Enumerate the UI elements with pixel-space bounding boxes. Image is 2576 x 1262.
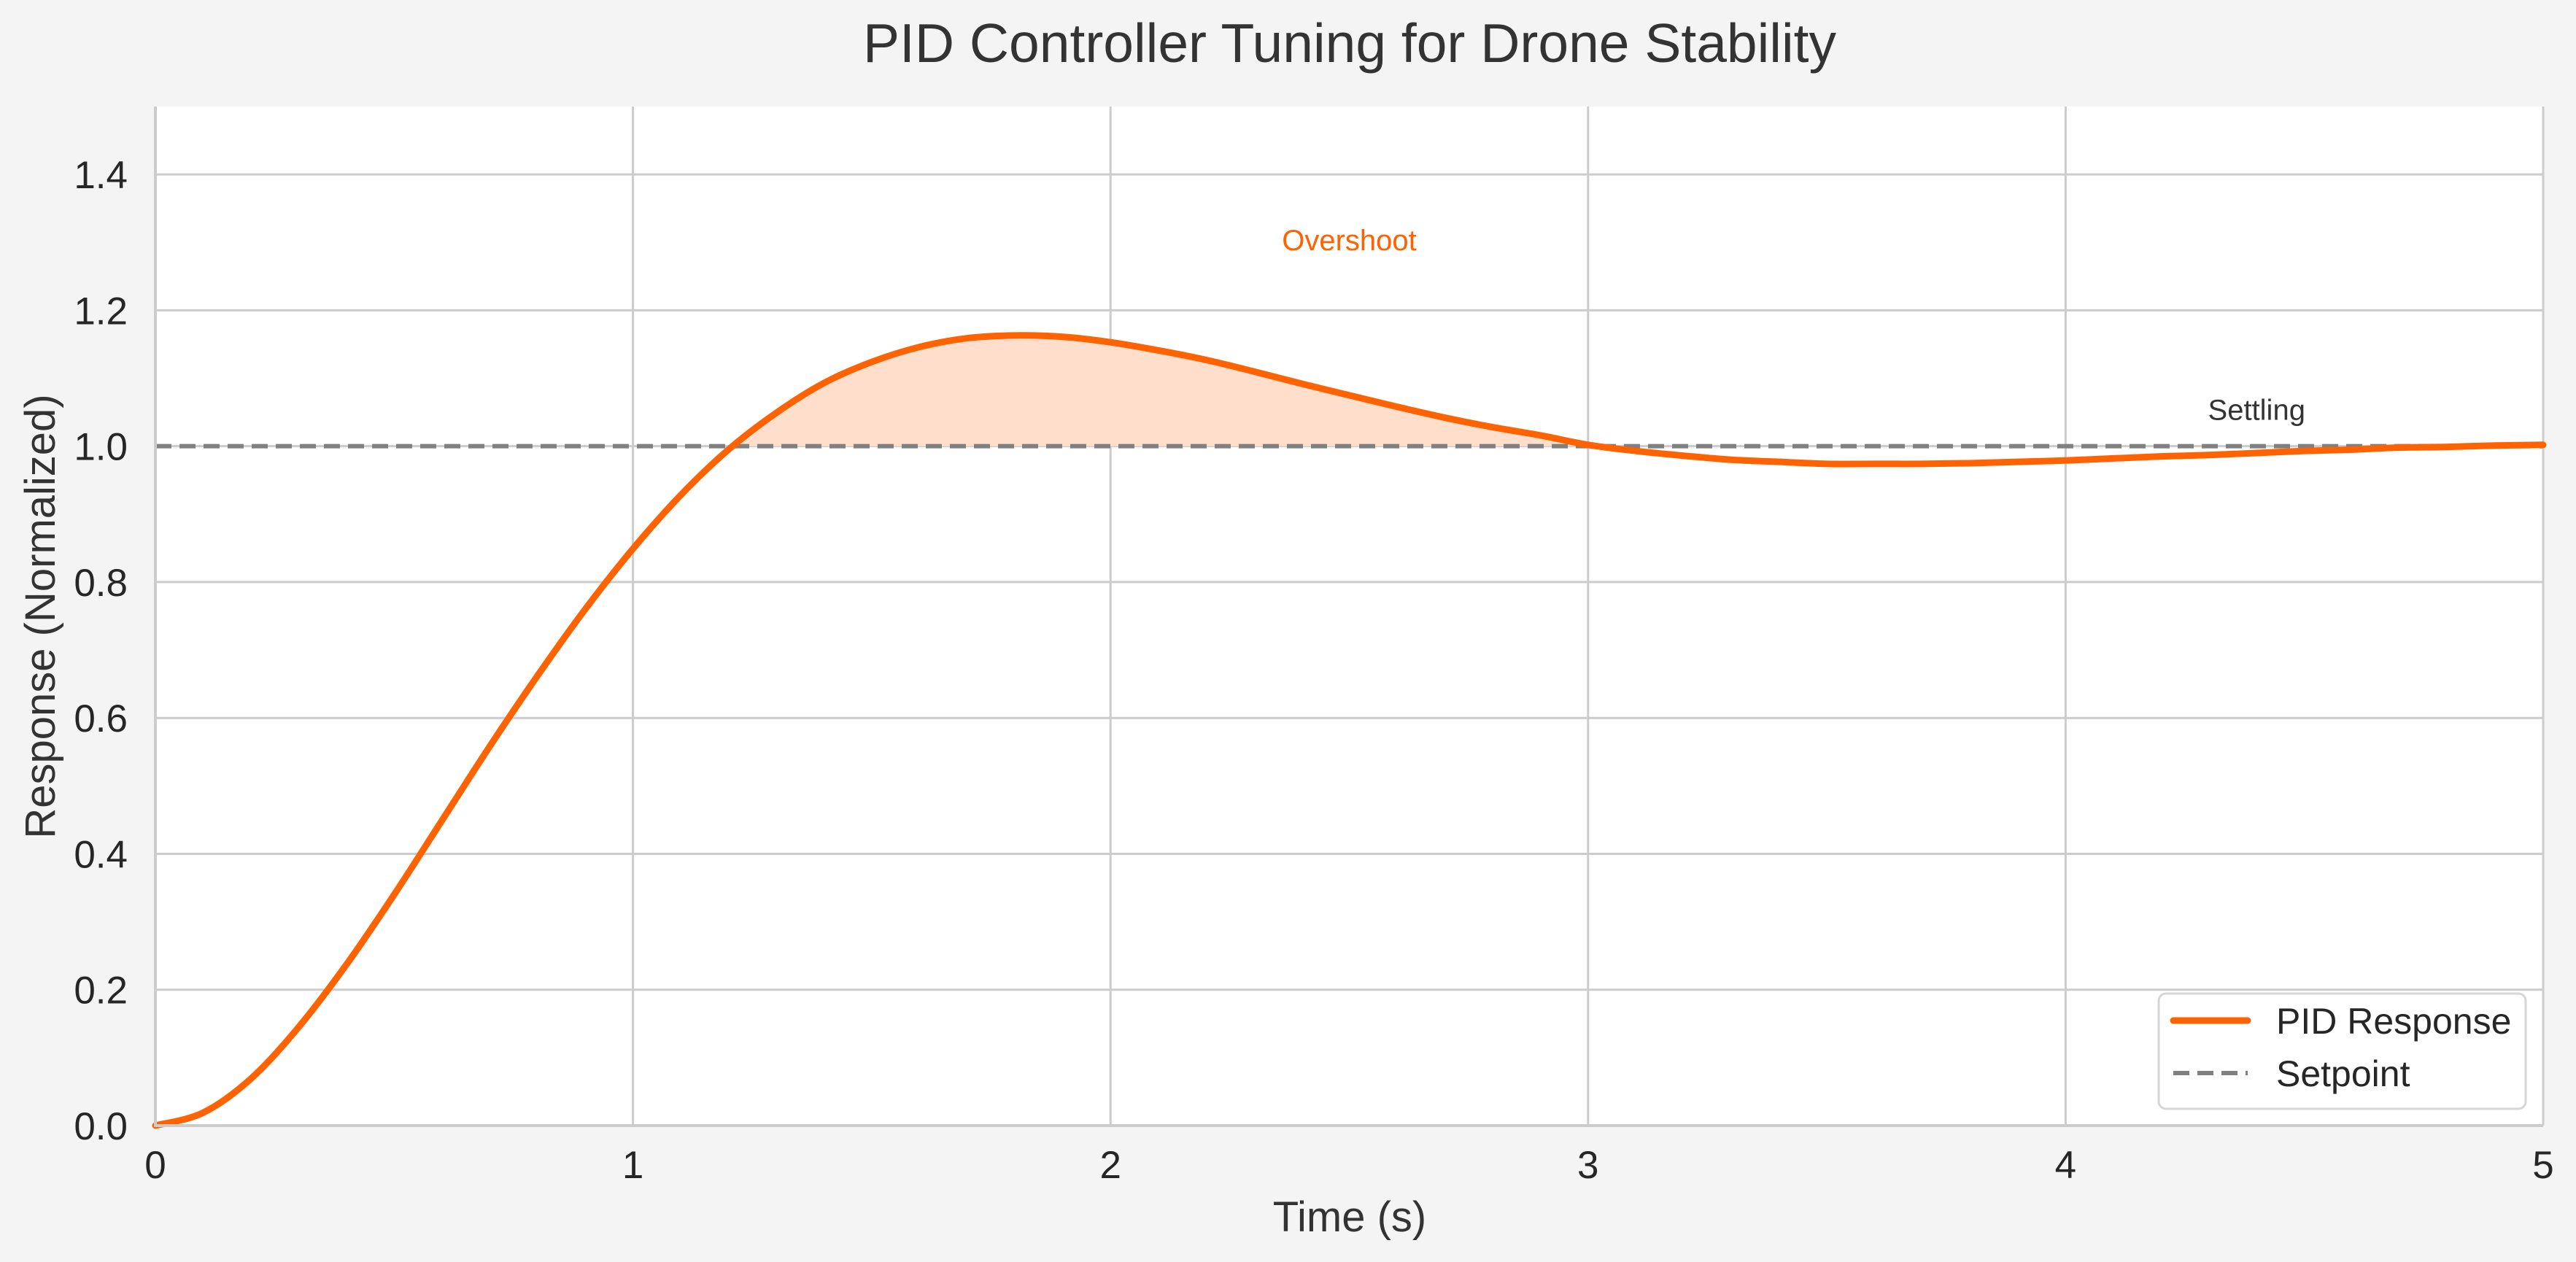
x-tick-labels: 0 1 2 3 4 5 — [144, 1144, 2553, 1187]
y-tick-label: 1.4 — [74, 154, 128, 197]
y-tick-label: 1.0 — [74, 426, 128, 469]
annotation-overshoot: Overshoot — [1282, 225, 1417, 257]
annotation-settling: Settling — [2208, 395, 2305, 427]
overshoot-fill — [732, 335, 1599, 446]
x-tick-label: 4 — [2055, 1144, 2076, 1187]
chart-title: PID Controller Tuning for Drone Stabilit… — [863, 12, 1836, 74]
x-tick-label: 3 — [1577, 1144, 1598, 1187]
y-tick-labels: 0.0 0.2 0.4 0.6 0.8 1.0 1.2 1.4 — [74, 154, 128, 1148]
y-tick-label: 0.6 — [74, 697, 128, 740]
y-tick-label: 0.2 — [74, 969, 128, 1013]
pid-response-line — [152, 332, 2547, 1129]
y-tick-label: 0.8 — [74, 562, 128, 605]
x-tick-label: 1 — [622, 1144, 643, 1187]
x-tick-label: 2 — [1099, 1144, 1121, 1187]
y-tick-label: 0.0 — [74, 1105, 128, 1148]
legend-box — [2157, 992, 2527, 1110]
x-axis-label: Time (s) — [1273, 1193, 1426, 1241]
plot-area — [155, 107, 2543, 1126]
y-axis-label: Response (Normalized) — [17, 394, 64, 838]
y-tick-label: 0.4 — [74, 833, 128, 876]
legend-label-pid-response: PID Response — [2276, 1001, 2511, 1042]
x-tick-label: 0 — [144, 1144, 166, 1187]
x-tick-label: 5 — [2532, 1144, 2553, 1187]
legend-label-setpoint: Setpoint — [2276, 1053, 2410, 1094]
y-tick-label: 1.2 — [74, 290, 128, 333]
legend: PID Response Setpoint — [2157, 992, 2527, 1110]
